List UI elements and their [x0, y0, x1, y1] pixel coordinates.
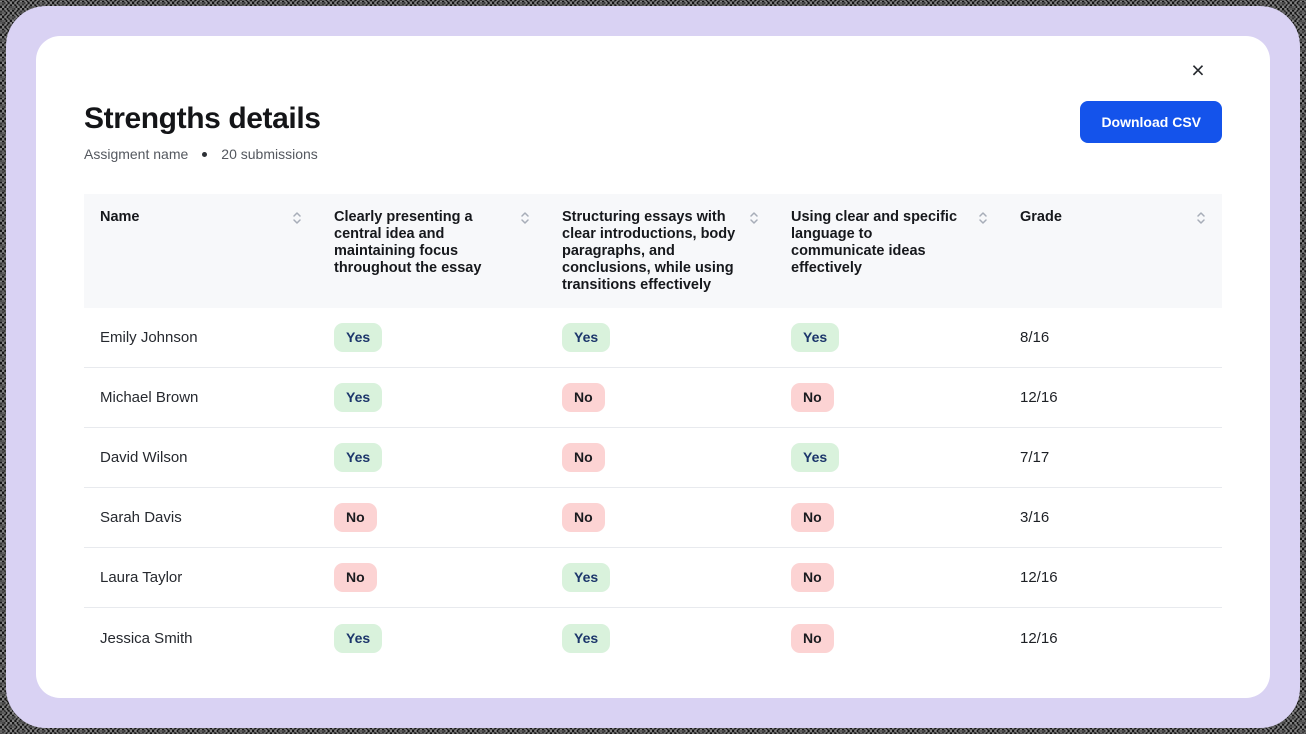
strength-cell-3: Yes [775, 443, 1004, 472]
student-name-cell: Emily Johnson [100, 329, 198, 346]
separator-dot [202, 151, 208, 157]
status-badge: No [562, 443, 605, 472]
table-row: Laura Taylor No Yes No 12/16 [84, 548, 1222, 608]
grade-cell: 12/16 [1020, 629, 1058, 647]
strength-cell-2: Yes [546, 323, 775, 352]
table-row: Jessica Smith Yes Yes No 12/16 [84, 608, 1222, 668]
table-row: David Wilson Yes No Yes 7/17 [84, 428, 1222, 488]
grade-cell: 3/16 [1020, 509, 1050, 526]
assignment-name-label: Assigment name [84, 146, 189, 162]
strength-cell-1: No [318, 503, 546, 532]
sort-icon[interactable] [747, 210, 761, 226]
status-badge: No [562, 503, 605, 532]
strength-cell-2: Yes [546, 623, 775, 653]
table-row: Emily Johnson Yes Yes Yes 8/16 [84, 308, 1222, 368]
strength-cell-3: No [775, 383, 1004, 412]
strength-cell-1: Yes [318, 623, 546, 653]
sort-icon[interactable] [1194, 210, 1208, 226]
status-badge: Yes [334, 383, 383, 412]
column-header-label: Clearly presenting a central idea and ma… [334, 209, 482, 276]
status-badge: No [791, 623, 834, 653]
status-badge: Yes [562, 323, 611, 352]
grade-cell: 7/17 [1020, 449, 1050, 466]
strength-cell-2: No [546, 443, 775, 472]
strength-cell-2: No [546, 383, 775, 412]
download-csv-button[interactable]: Download CSV [1080, 101, 1222, 143]
student-name-cell: Jessica Smith [100, 629, 193, 647]
status-badge: Yes [562, 563, 611, 592]
strength-cell-1: Yes [318, 323, 546, 352]
status-badge: No [562, 383, 605, 412]
grade-cell: 12/16 [1020, 389, 1058, 406]
column-header-label: Name [100, 209, 140, 225]
column-header-label: Using clear and specific language to com… [791, 209, 958, 276]
status-badge: No [791, 383, 834, 412]
close-icon[interactable]: × [1184, 56, 1212, 84]
student-name-cell: Sarah Davis [100, 509, 182, 526]
strengths-table: Name Clearly presenting a central idea a… [84, 194, 1222, 668]
strength-cell-3: No [775, 563, 1004, 592]
column-header-label: Grade [1020, 209, 1062, 225]
strengths-details-modal: × Strengths details Assigment name 20 su… [36, 36, 1270, 698]
table-body: Emily Johnson Yes Yes Yes 8/16 Michael B… [84, 308, 1222, 668]
student-name-cell: David Wilson [100, 449, 188, 466]
table-row: Sarah Davis No No No 3/16 [84, 488, 1222, 548]
lavender-backdrop: × Strengths details Assigment name 20 su… [6, 6, 1300, 728]
column-header[interactable]: Grade [1004, 194, 1222, 308]
strength-cell-1: Yes [318, 443, 546, 472]
grade-cell: 12/16 [1020, 569, 1058, 586]
grade-cell: 8/16 [1020, 329, 1050, 346]
status-badge: Yes [562, 623, 611, 653]
student-name-cell: Michael Brown [100, 389, 199, 406]
table-header-row: Name Clearly presenting a central idea a… [84, 194, 1222, 308]
sort-icon[interactable] [518, 210, 532, 226]
status-badge: No [334, 503, 377, 532]
strength-cell-1: No [318, 563, 546, 592]
student-name-cell: Laura Taylor [100, 569, 183, 586]
column-header[interactable]: Using clear and specific language to com… [775, 194, 1004, 308]
status-badge: No [334, 563, 377, 592]
modal-header: Strengths details Assigment name 20 subm… [36, 36, 1270, 162]
column-header[interactable]: Name [84, 194, 318, 308]
status-badge: No [791, 563, 834, 592]
strength-cell-3: No [775, 623, 1004, 653]
sort-icon[interactable] [290, 210, 304, 226]
page-title: Strengths details [84, 102, 321, 135]
sort-icon[interactable] [976, 210, 990, 226]
status-badge: Yes [334, 323, 383, 352]
submissions-count-label: 20 submissions [221, 146, 318, 162]
subtitle: Assigment name 20 submissions [84, 146, 1222, 162]
status-badge: No [791, 503, 834, 532]
table-row: Michael Brown Yes No No 12/16 [84, 368, 1222, 428]
status-badge: Yes [334, 443, 383, 472]
strength-cell-1: Yes [318, 383, 546, 412]
strength-cell-2: Yes [546, 563, 775, 592]
strength-cell-2: No [546, 503, 775, 532]
column-header-label: Structuring essays with clear introducti… [562, 209, 736, 293]
status-badge: Yes [791, 443, 840, 472]
status-badge: Yes [334, 623, 383, 653]
strength-cell-3: No [775, 503, 1004, 532]
column-header[interactable]: Clearly presenting a central idea and ma… [318, 194, 546, 308]
status-badge: Yes [791, 323, 840, 352]
strength-cell-3: Yes [775, 323, 1004, 352]
column-header[interactable]: Structuring essays with clear introducti… [546, 194, 775, 308]
